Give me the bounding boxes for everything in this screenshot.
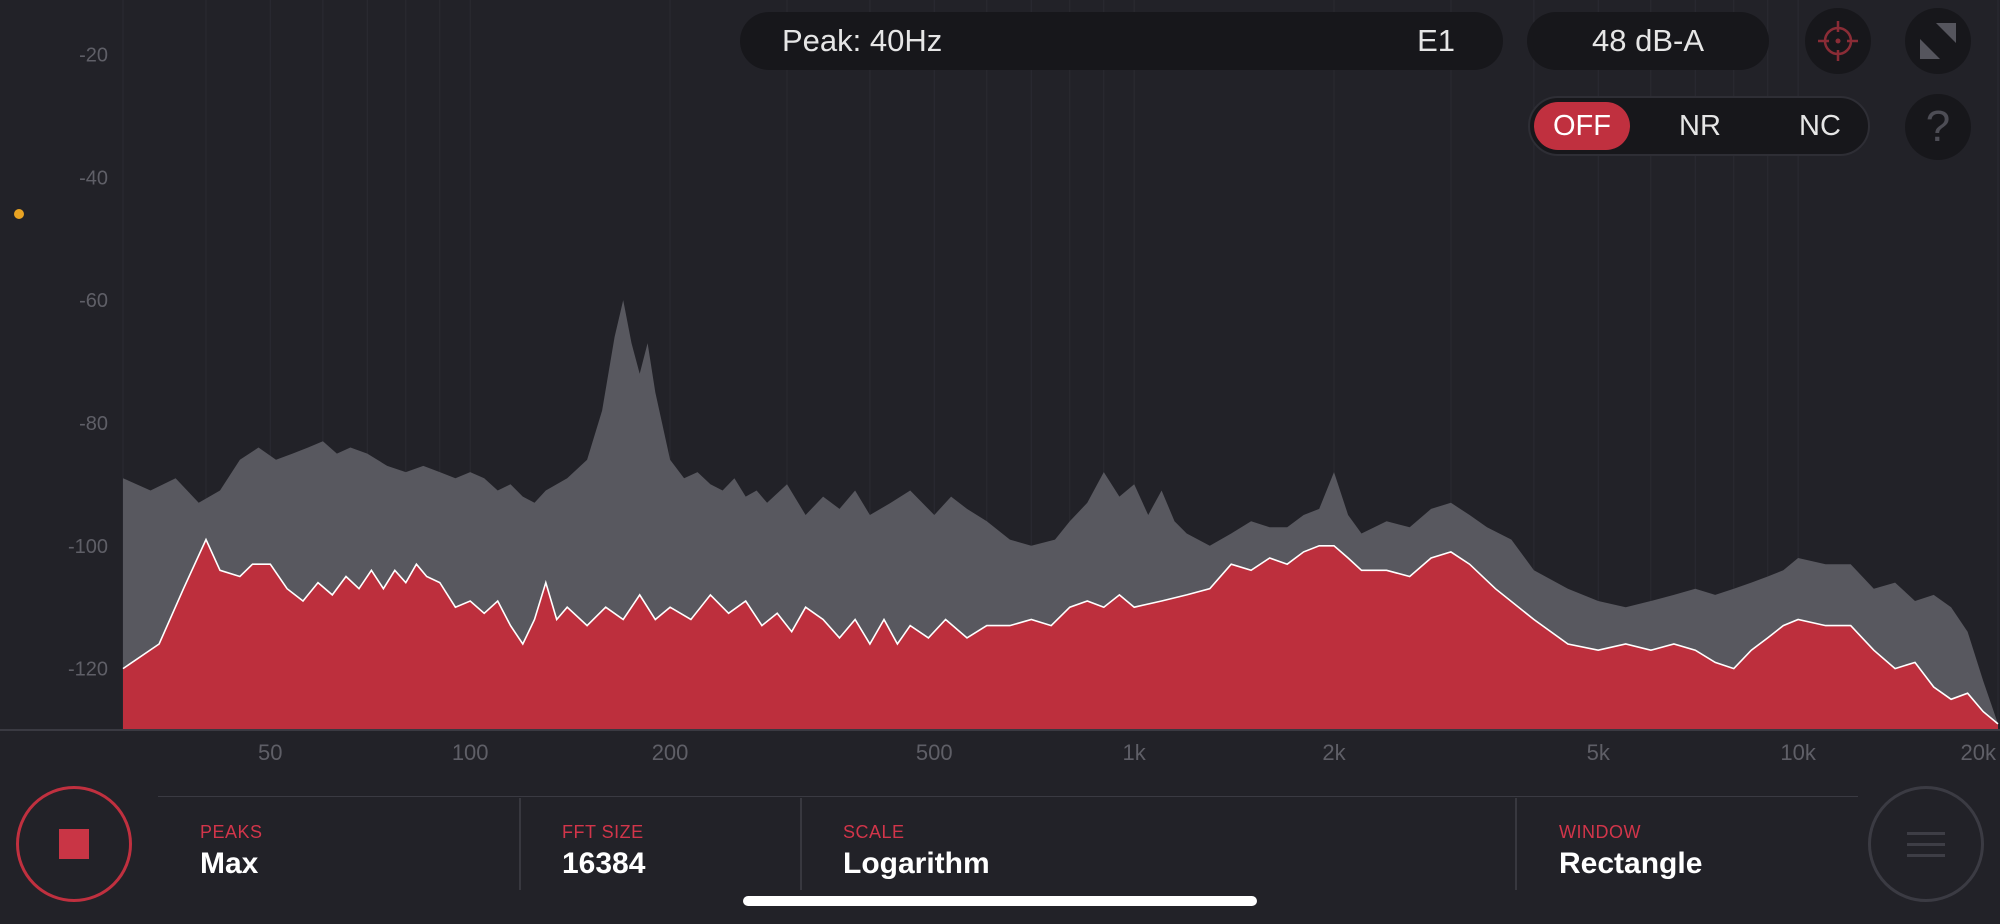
settings-separator <box>519 798 521 890</box>
stop-icon <box>59 829 89 859</box>
menu-button[interactable] <box>1868 786 1984 902</box>
help-button[interactable]: ? <box>1905 94 1971 160</box>
x-tick-label: 20k <box>1961 740 1997 765</box>
spectrum-series <box>122 300 1999 730</box>
y-tick-label: -20 <box>79 44 108 66</box>
fft-size-value: 16384 <box>562 847 646 880</box>
x-tick-label: 1k <box>1123 740 1147 765</box>
mode-option-off[interactable]: OFF <box>1534 102 1630 150</box>
window-setting[interactable]: WINDOW Rectangle <box>1559 822 1702 881</box>
mode-option-nc[interactable]: NC <box>1799 109 1841 142</box>
peak-note-label: E1 <box>1417 23 1455 58</box>
peaks-setting[interactable]: PEAKS Max <box>200 822 263 881</box>
scale-value: Logarithm <box>843 847 990 880</box>
x-tick-label: 5k <box>1587 740 1611 765</box>
menu-icon-line <box>1907 831 1945 835</box>
target-button[interactable] <box>1805 8 1871 74</box>
sound-level-value: 48 dB-A <box>1591 23 1704 58</box>
scale-setting[interactable]: SCALE Logarithm <box>843 822 990 881</box>
y-tick-label: -40 <box>79 167 108 189</box>
y-tick-label: -120 <box>68 659 108 681</box>
x-tick-label: 50 <box>258 740 282 765</box>
sound-level-readout: 48 dB-A <box>1527 12 1769 70</box>
current-spectrum-area <box>123 539 1998 730</box>
stop-record-button[interactable] <box>16 786 132 902</box>
settings-divider <box>158 796 1858 797</box>
settings-separator <box>800 798 802 890</box>
scale-label: SCALE <box>843 822 905 842</box>
menu-icon-line <box>1907 842 1945 846</box>
x-tick-label: 200 <box>652 740 689 765</box>
fft-size-label: FFT SIZE <box>562 822 644 842</box>
mode-option-nr[interactable]: NR <box>1679 109 1721 142</box>
fft-size-setting[interactable]: FFT SIZE 16384 <box>562 822 645 881</box>
current-spectrum-line <box>122 537 1999 725</box>
home-indicator[interactable] <box>743 896 1257 906</box>
crosshair-target-icon <box>1818 21 1858 61</box>
x-tick-label: 500 <box>916 740 953 765</box>
menu-icon-line <box>1907 853 1945 857</box>
x-tick-label: 2k <box>1322 740 1346 765</box>
peak-frequency-label: Peak: 40Hz <box>782 23 943 58</box>
expand-diagonal-icon <box>1920 23 1956 59</box>
x-tick-label: 100 <box>452 740 489 765</box>
window-value: Rectangle <box>1559 847 1703 880</box>
x-tick-label: 10k <box>1780 740 1816 765</box>
peak-readout: Peak: 40Hz E1 <box>740 12 1503 70</box>
level-indicator-dot <box>14 209 24 219</box>
settings-separator <box>1515 798 1517 890</box>
noise-mode-toggle[interactable]: OFF NR NC <box>1528 96 1870 156</box>
x-axis-ticks: 50 100 200 500 1k 2k 5k 10k 20k <box>258 740 1997 765</box>
window-label: WINDOW <box>1559 822 1641 842</box>
y-tick-label: -100 <box>68 536 108 558</box>
y-tick-label: -60 <box>79 290 108 312</box>
help-icon: ? <box>1925 102 1951 151</box>
peaks-label: PEAKS <box>200 822 263 842</box>
y-axis-ticks: -20 -40 -60 -80 -100 -120 <box>68 44 108 680</box>
expand-button[interactable] <box>1905 8 1971 74</box>
y-tick-label: -80 <box>79 413 108 435</box>
peaks-value: Max <box>200 847 259 880</box>
